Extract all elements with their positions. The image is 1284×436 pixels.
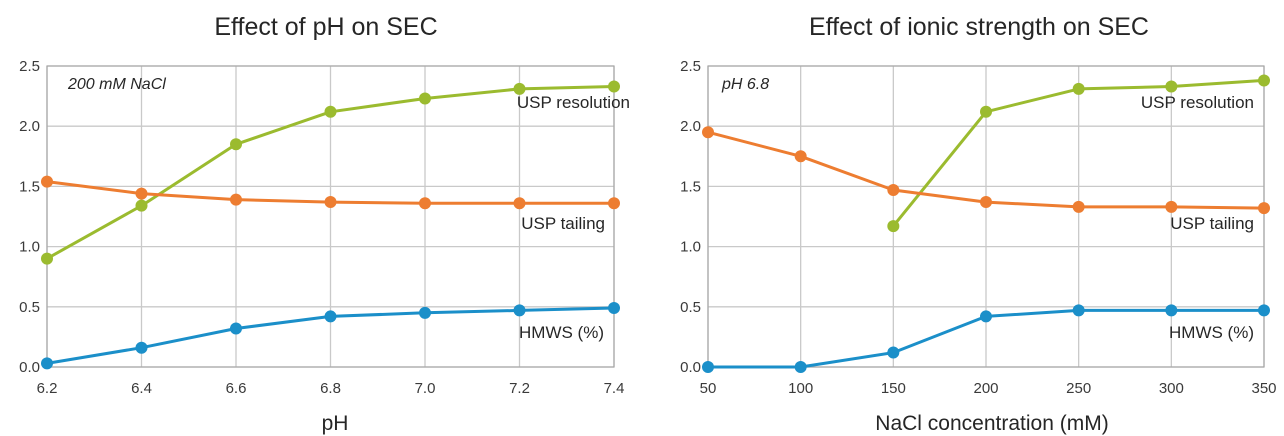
data-point	[513, 82, 526, 95]
series-label: USP tailing	[1170, 214, 1254, 233]
data-point	[513, 304, 526, 317]
x-tick-label: 200	[973, 380, 998, 397]
x-tick-label: 50	[700, 380, 717, 397]
data-point	[419, 92, 431, 105]
x-tick-label: 6.6	[226, 380, 247, 397]
y-tick-label: 1.0	[680, 239, 701, 256]
data-point	[41, 357, 53, 370]
series-label: USP resolution	[1141, 93, 1254, 112]
data-point	[702, 361, 714, 373]
chart-ionic-strength: Effect of ionic strength on SEC 0.0 0.5 1.0…	[680, 13, 1276, 435]
series-hmws: HMWS (%)	[702, 304, 1270, 373]
data-point	[419, 306, 431, 319]
data-point	[135, 187, 148, 200]
data-point	[1072, 200, 1085, 213]
x-tick-label: 7.4	[604, 380, 625, 397]
y-tick-label: 0.5	[680, 299, 701, 316]
chart-title: Effect of pH on SEC	[214, 13, 437, 41]
data-point	[887, 346, 900, 359]
x-tick-label: 250	[1066, 380, 1091, 397]
data-point	[1258, 74, 1270, 87]
y-tick-label: 0.5	[19, 299, 40, 316]
x-tick-label: 350	[1251, 380, 1276, 397]
series-label: USP resolution	[517, 93, 630, 112]
x-tick-label: 100	[788, 380, 813, 397]
series-label: USP tailing	[521, 214, 605, 233]
condition-annotation: pH 6.8	[721, 76, 769, 93]
data-point	[702, 126, 714, 139]
chart-ph: Effect of pH on SEC 0.0 0.5 1.0 1.5 2.0 2.5 6.2…	[19, 13, 630, 435]
data-point	[1165, 200, 1178, 213]
data-point	[324, 105, 337, 118]
data-point	[1258, 202, 1270, 215]
series-label: HMWS (%)	[519, 323, 604, 342]
data-point	[608, 197, 620, 210]
data-point	[608, 80, 620, 93]
data-point	[324, 196, 337, 209]
y-tick-label: 0.0	[19, 359, 40, 376]
chart-title: Effect of ionic strength on SEC	[809, 13, 1149, 41]
data-point	[1072, 82, 1085, 95]
y-tick-label: 1.0	[19, 239, 40, 256]
x-tick-label: 150	[881, 380, 906, 397]
series-usp-tailing: USP tailing	[41, 175, 620, 233]
data-point	[41, 175, 53, 188]
y-tick-label: 2.0	[680, 118, 701, 135]
data-point	[230, 138, 242, 151]
data-point	[980, 310, 992, 323]
data-point	[41, 252, 53, 265]
series-usp-resolution: USP resolution	[887, 74, 1270, 233]
data-point	[980, 196, 992, 209]
series-hmws: HMWS (%)	[41, 302, 620, 370]
y-tick-label: 2.5	[19, 58, 40, 75]
data-point	[419, 197, 431, 210]
data-point	[230, 322, 242, 335]
data-point	[608, 302, 620, 315]
series-label: HMWS (%)	[1169, 323, 1254, 342]
data-point	[513, 197, 526, 210]
data-point	[1258, 304, 1270, 317]
data-point	[794, 361, 807, 373]
data-point	[887, 220, 900, 233]
data-point	[1072, 304, 1085, 317]
x-tick-label: 7.2	[509, 380, 530, 397]
plot-frame	[707, 65, 1265, 368]
series-usp-tailing: USP tailing	[702, 126, 1270, 233]
x-tick-label: 6.2	[37, 380, 58, 397]
data-point	[1165, 304, 1178, 317]
data-point	[1165, 80, 1178, 93]
y-tick-label: 0.0	[680, 359, 701, 376]
data-point	[887, 184, 900, 197]
x-tick-label: 7.0	[415, 380, 436, 397]
data-point	[135, 199, 148, 212]
y-tick-label: 2.5	[680, 58, 701, 75]
data-point	[230, 193, 242, 206]
x-axis-label: NaCl concentration (mM)	[875, 412, 1108, 435]
y-tick-label: 1.5	[680, 178, 701, 195]
series-usp-resolution: USP resolution	[41, 80, 630, 265]
data-point	[324, 310, 337, 323]
x-tick-label: 300	[1159, 380, 1184, 397]
x-axis-label: pH	[322, 412, 349, 435]
y-tick-label: 1.5	[19, 178, 40, 195]
y-tick-label: 2.0	[19, 118, 40, 135]
data-point	[794, 150, 807, 163]
data-point	[980, 105, 992, 118]
x-tick-label: 6.4	[131, 380, 152, 397]
plot-frame	[46, 65, 615, 368]
data-point	[135, 341, 148, 354]
condition-annotation: 200 mM NaCl	[67, 76, 166, 93]
x-tick-label: 6.8	[320, 380, 341, 397]
